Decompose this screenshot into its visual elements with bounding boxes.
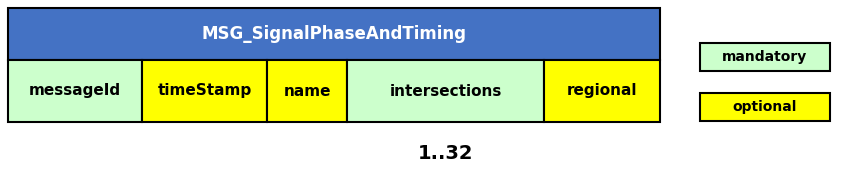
Text: regional: regional bbox=[567, 84, 638, 98]
FancyBboxPatch shape bbox=[544, 60, 660, 122]
FancyBboxPatch shape bbox=[267, 60, 348, 122]
FancyBboxPatch shape bbox=[8, 60, 142, 122]
Text: messageId: messageId bbox=[29, 84, 121, 98]
Text: mandatory: mandatory bbox=[722, 50, 808, 64]
Text: 1..32: 1..32 bbox=[418, 144, 473, 163]
FancyBboxPatch shape bbox=[700, 93, 830, 121]
Text: intersections: intersections bbox=[389, 84, 502, 98]
Text: optional: optional bbox=[733, 100, 797, 114]
Text: MSG_SignalPhaseAndTiming: MSG_SignalPhaseAndTiming bbox=[201, 25, 467, 43]
Text: name: name bbox=[283, 84, 331, 98]
FancyBboxPatch shape bbox=[8, 8, 660, 60]
Text: timeStamp: timeStamp bbox=[157, 84, 252, 98]
FancyBboxPatch shape bbox=[348, 60, 544, 122]
FancyBboxPatch shape bbox=[700, 43, 830, 71]
FancyBboxPatch shape bbox=[142, 60, 267, 122]
